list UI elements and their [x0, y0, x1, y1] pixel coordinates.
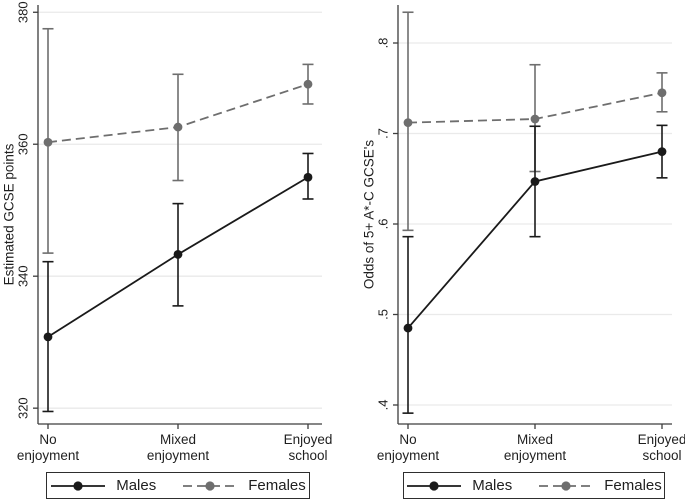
y-tick-label: .6 [376, 219, 391, 230]
legend-item-males: Males [50, 478, 156, 493]
data-point-marker [403, 118, 413, 128]
chart-canvas: 320340360380NoenjoymentMixedenjoymentEnj… [2, 1, 685, 463]
females-line-sample-icon [183, 480, 238, 491]
y-axis-title: Estimated GCSE points [2, 143, 17, 285]
panel-right: .4.5.6.7.8NoenjoymentMixedenjoymentEnjoy… [362, 5, 685, 463]
data-point-marker [43, 137, 53, 147]
x-tick-label: Enjoyed [284, 432, 333, 447]
y-tick-label: .8 [376, 38, 391, 49]
y-axis-title: Odds of 5+ A*-C GCSE's [362, 140, 377, 290]
series-males [402, 124, 668, 414]
y-tick-label: .7 [376, 128, 391, 139]
y-tick-label: 340 [16, 265, 31, 287]
females-marker-swatch [205, 480, 215, 491]
data-point-marker [657, 147, 667, 157]
x-tick-label: No [399, 432, 416, 447]
y-tick-label: 360 [16, 133, 31, 155]
females-line-sample-icon [539, 480, 594, 491]
series-males [42, 152, 314, 413]
x-tick-label: Mixed [517, 432, 553, 447]
x-tick-label: enjoyment [377, 448, 440, 463]
males-line-sample-icon [51, 480, 106, 491]
data-point-marker [303, 172, 313, 182]
data-point-marker [530, 177, 540, 186]
x-tick-label: enjoyment [147, 448, 210, 463]
data-point-marker [403, 323, 413, 333]
x-tick-label: enjoyment [504, 448, 567, 463]
y-tick-label: 320 [16, 397, 31, 419]
data-point-marker [43, 332, 53, 342]
data-point-marker [173, 250, 183, 259]
legend-label-females: Females [604, 477, 662, 494]
y-tick-label: 380 [16, 1, 31, 23]
data-point-marker [657, 88, 667, 98]
legend-item-females: Females [538, 478, 662, 493]
legend-item-males: Males [406, 478, 512, 493]
y-tick-label: .4 [376, 400, 391, 411]
x-tick-label: enjoyment [17, 448, 80, 463]
males-marker-swatch [429, 480, 439, 491]
panel-left: 320340360380NoenjoymentMixedenjoymentEnj… [2, 1, 333, 463]
x-tick-label: Mixed [160, 432, 196, 447]
x-tick-label: No [39, 432, 56, 447]
legend-left: Males Females [46, 472, 310, 499]
x-tick-label: school [642, 448, 681, 463]
males-marker-swatch [73, 480, 83, 491]
legend-label-females: Females [248, 477, 306, 494]
data-point-marker [530, 114, 540, 124]
males-line-sample-icon [407, 480, 462, 491]
legend-item-females: Females [182, 478, 306, 493]
legend-right: Males Females [403, 472, 665, 499]
series-females [42, 27, 314, 254]
legend-label-males: Males [116, 477, 157, 494]
y-tick-label: .5 [376, 309, 391, 320]
females-marker-swatch [561, 480, 571, 491]
x-tick-label: school [288, 448, 327, 463]
x-tick-label: Enjoyed [638, 432, 685, 447]
data-point-marker [303, 79, 313, 89]
data-point-marker [173, 122, 183, 132]
legend-label-males: Males [472, 477, 513, 494]
